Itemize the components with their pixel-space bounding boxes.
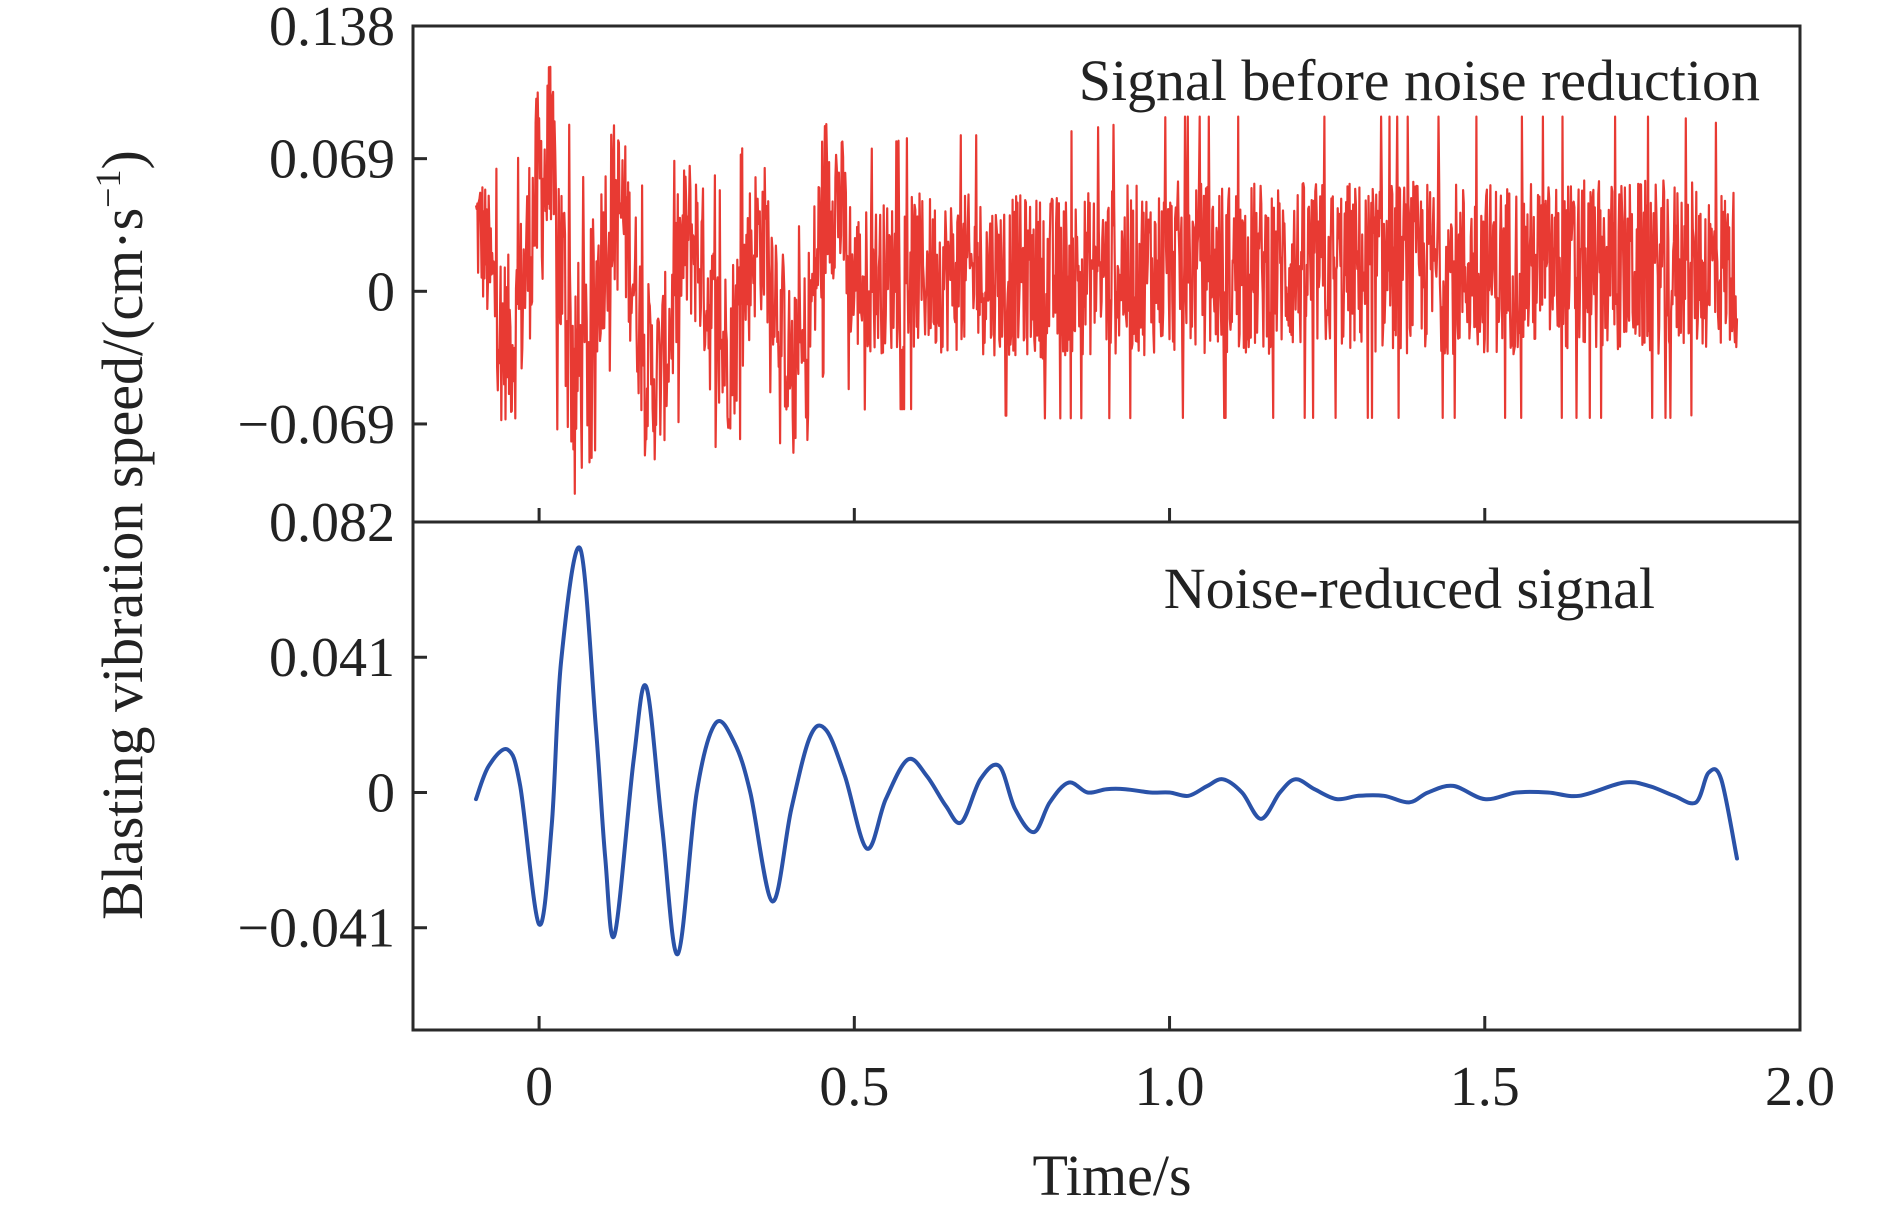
bottom-ytick-label: −0.041 bbox=[237, 898, 395, 960]
bottom-xtick-label: 1.0 bbox=[1135, 1056, 1205, 1118]
bottom-ytick-label: 0 bbox=[367, 762, 395, 824]
y-axis-label: Blasting vibration speed/(cm·s−1) bbox=[88, 150, 155, 920]
bottom-ytick-label: 0.041 bbox=[269, 627, 395, 689]
y-axis-label-close: ) bbox=[90, 150, 155, 169]
bottom-xtick-label: 0 bbox=[525, 1056, 553, 1118]
bottom-xtick-label: 0.5 bbox=[819, 1056, 889, 1118]
bottom-xtick-label: 1.5 bbox=[1450, 1056, 1520, 1118]
top-ytick-label: −0.069 bbox=[237, 394, 395, 456]
top-panel-title: Signal before noise reduction bbox=[1079, 48, 1760, 113]
y-axis-label-superscript: −1 bbox=[88, 170, 128, 208]
bottom-xtick-label: 2.0 bbox=[1765, 1056, 1835, 1118]
y-axis-label-text: Blasting vibration speed/(cm·s bbox=[90, 208, 155, 920]
bottom-plot-area bbox=[474, 545, 1739, 957]
denoised-signal-line bbox=[474, 545, 1739, 957]
bottom-ytick-label: 0.082 bbox=[269, 492, 395, 554]
x-axis-label: Time/s bbox=[1032, 1143, 1191, 1208]
top-ytick-label: 0 bbox=[367, 261, 395, 323]
bottom-axis-ticks: 0.082 0.041 0 −0.041 0 0.5 1.0 1.5 2.0 bbox=[237, 492, 1835, 1118]
top-ytick-label: 0.069 bbox=[269, 129, 395, 191]
noisy-signal-line bbox=[474, 65, 1739, 495]
bottom-plot-frame bbox=[411, 520, 1802, 1032]
bottom-panel-title: Noise-reduced signal bbox=[1164, 556, 1655, 621]
top-plot-area bbox=[474, 65, 1739, 495]
top-ytick-label: 0.138 bbox=[269, 0, 395, 58]
